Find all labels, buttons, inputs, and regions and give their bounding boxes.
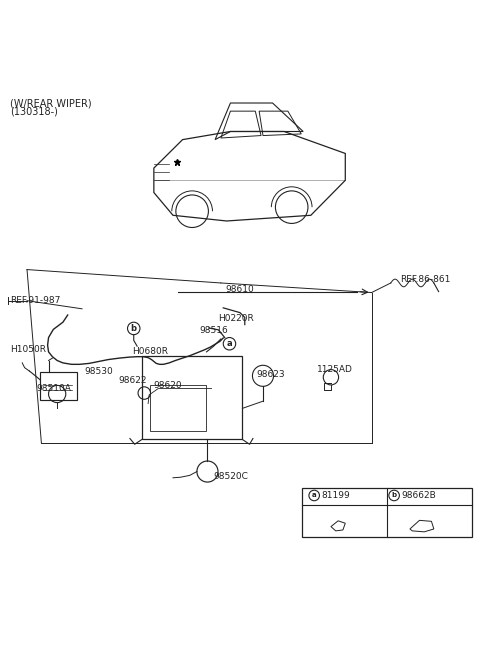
Text: 98662B: 98662B bbox=[402, 491, 436, 500]
Text: 98520C: 98520C bbox=[214, 472, 249, 481]
Text: REF.86-861: REF.86-861 bbox=[400, 275, 451, 284]
Text: 98620: 98620 bbox=[154, 381, 182, 390]
Text: (W/REAR WIPER): (W/REAR WIPER) bbox=[10, 98, 92, 108]
Text: b: b bbox=[392, 492, 396, 498]
Text: 98510A: 98510A bbox=[36, 384, 72, 393]
Text: 98530: 98530 bbox=[84, 366, 113, 375]
Text: H1050R: H1050R bbox=[10, 345, 46, 354]
Text: 1125AD: 1125AD bbox=[317, 365, 352, 373]
Text: a: a bbox=[312, 492, 316, 498]
Text: H0220R: H0220R bbox=[218, 314, 254, 323]
Text: (130318-): (130318-) bbox=[10, 107, 58, 117]
Text: H0680R: H0680R bbox=[132, 347, 168, 356]
Text: 98623: 98623 bbox=[257, 370, 286, 379]
Text: 98516: 98516 bbox=[199, 326, 228, 336]
Text: b: b bbox=[131, 324, 137, 333]
Text: a: a bbox=[227, 339, 232, 348]
Text: REF.91-987: REF.91-987 bbox=[10, 296, 60, 305]
Text: 98622: 98622 bbox=[118, 376, 146, 385]
Text: 98610: 98610 bbox=[226, 285, 254, 294]
Text: 81199: 81199 bbox=[322, 491, 350, 500]
